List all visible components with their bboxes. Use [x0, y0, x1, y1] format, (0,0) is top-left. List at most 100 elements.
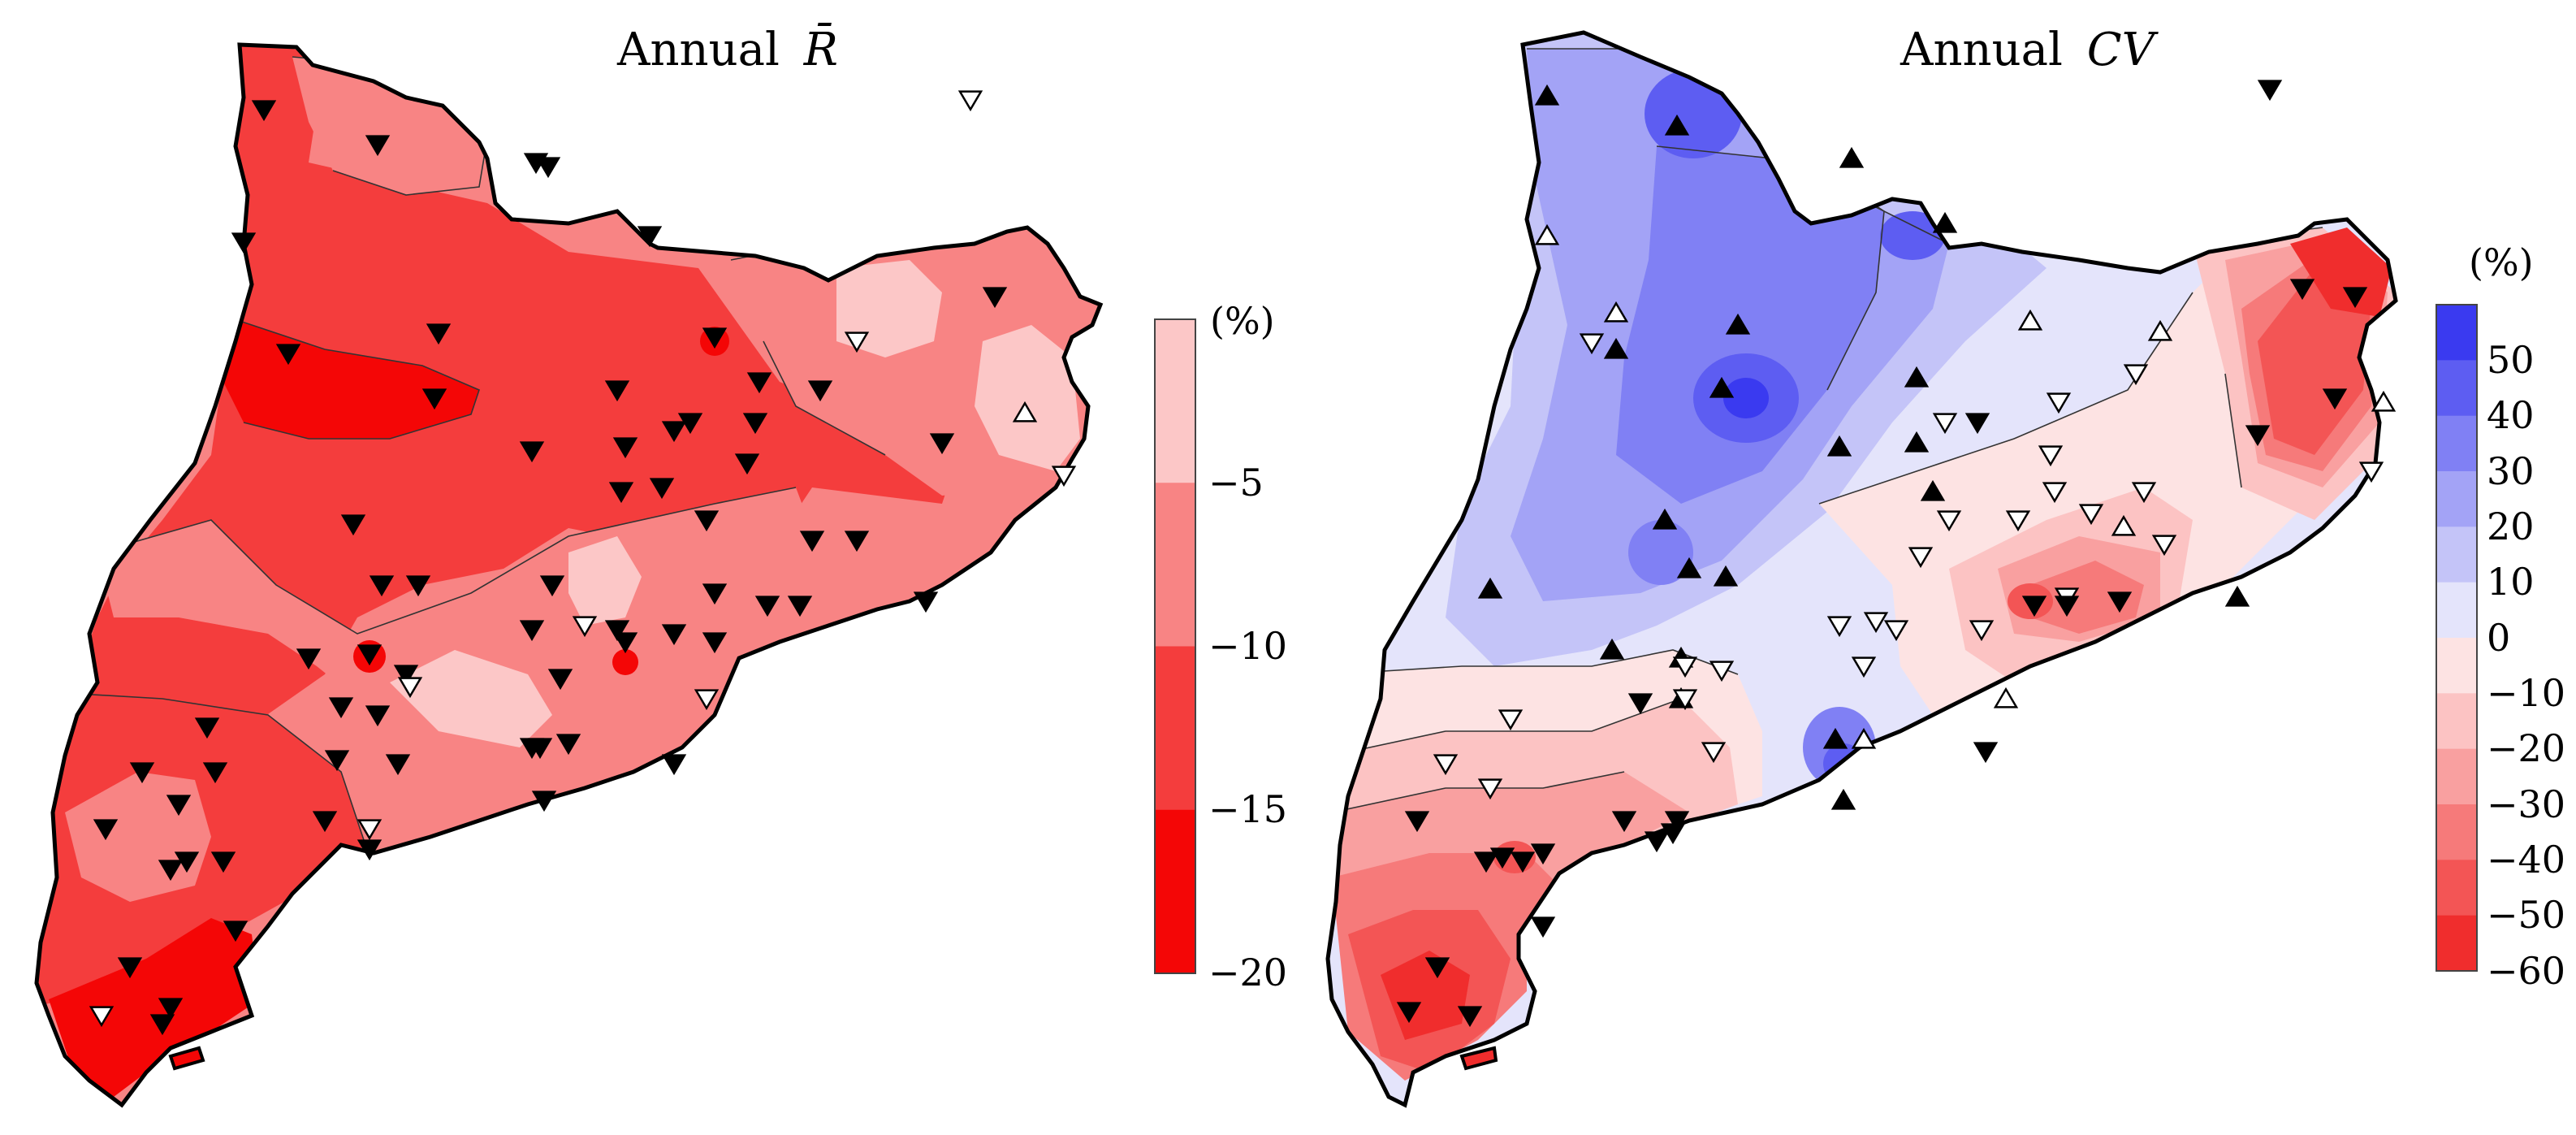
significant-decrease-marker-icon: [661, 754, 687, 776]
significant-decrease-marker-icon: [223, 921, 249, 942]
significant-increase-marker-icon: [1932, 211, 1958, 233]
nonsignificant-increase-marker-icon: [2017, 309, 2043, 331]
significant-decrease-marker-icon: [158, 860, 184, 882]
significant-decrease-marker-icon: [787, 596, 813, 617]
significant-decrease-marker-icon: [799, 531, 825, 552]
significant-decrease-marker-icon: [539, 575, 565, 597]
contour-zone: [1645, 69, 1742, 158]
nonsignificant-decrease-marker-icon: [2005, 510, 2031, 532]
significant-decrease-marker-icon: [421, 388, 447, 410]
nonsignificant-increase-marker-icon: [2147, 319, 2173, 341]
nonsignificant-decrease-marker-icon: [694, 689, 720, 711]
contour-zone: [1880, 211, 1945, 260]
significant-decrease-marker-icon: [93, 819, 119, 841]
nonsignificant-decrease-marker-icon: [89, 1006, 115, 1028]
significant-decrease-marker-icon: [531, 791, 557, 812]
nonsignificant-decrease-marker-icon: [957, 90, 983, 112]
nonsignificant-increase-marker-icon: [1012, 401, 1038, 422]
significant-decrease-marker-icon: [702, 632, 728, 654]
legend-color-swatch: [2436, 415, 2477, 472]
significant-decrease-marker-icon: [296, 648, 322, 670]
nonsignificant-increase-marker-icon: [1851, 727, 1877, 749]
significant-decrease-marker-icon: [1644, 831, 1670, 853]
nonsignificant-decrease-marker-icon: [1851, 656, 1877, 678]
legend-color-swatch: [2436, 526, 2477, 583]
significant-decrease-marker-icon: [194, 717, 220, 739]
map-annual-cv-title-symbol: CV: [2087, 24, 2159, 76]
significant-decrease-marker-icon: [1660, 823, 1686, 845]
legend-tick-label: 10: [2487, 560, 2535, 604]
significant-increase-marker-icon: [1534, 84, 1560, 106]
significant-decrease-marker-icon: [754, 596, 780, 617]
nonsignificant-decrease-marker-icon: [1863, 612, 1889, 634]
significant-decrease-marker-icon: [519, 620, 545, 642]
significant-decrease-marker-icon: [1964, 413, 1990, 435]
legend-color-swatch: [2436, 471, 2477, 527]
map-annual-r-title-prefix: Annual: [616, 24, 780, 76]
significant-decrease-marker-icon: [694, 510, 720, 532]
significant-decrease-marker-icon: [2342, 287, 2368, 309]
nonsignificant-decrease-marker-icon: [1701, 742, 1727, 764]
legend-tick-label: 30: [2487, 449, 2535, 493]
nonsignificant-decrease-marker-icon: [1051, 466, 1077, 487]
significant-decrease-marker-icon: [2021, 596, 2047, 617]
significant-decrease-marker-icon: [275, 344, 301, 366]
legend-color-swatch: [2436, 860, 2477, 916]
legend-color-swatch: [2436, 693, 2477, 750]
legend-tick-label: −20: [2487, 726, 2566, 770]
map-annual-cv-stations: [1396, 80, 2397, 1028]
nonsignificant-decrease-marker-icon: [397, 677, 423, 699]
nonsignificant-decrease-marker-icon: [2046, 392, 2072, 414]
contour-zone: [568, 536, 642, 626]
significant-decrease-marker-icon: [1404, 811, 1430, 833]
significant-decrease-marker-icon: [340, 514, 366, 536]
map-annual-r-coast: [34, 42, 1104, 1108]
significant-decrease-marker-icon: [369, 575, 395, 597]
legend-tick-label: −10: [1208, 624, 1288, 668]
significant-decrease-marker-icon: [1510, 851, 1536, 873]
significant-decrease-marker-icon: [1627, 693, 1653, 715]
significant-decrease-marker-icon: [2107, 591, 2133, 613]
significant-increase-marker-icon: [1826, 435, 1852, 457]
legend-color-swatch: [1155, 646, 1195, 811]
significant-decrease-marker-icon: [129, 762, 155, 784]
legend-tick-label: −15: [1208, 787, 1288, 831]
significant-decrease-marker-icon: [1973, 742, 1999, 764]
significant-decrease-marker-icon: [231, 232, 257, 254]
nonsignificant-decrease-marker-icon: [1932, 413, 1958, 435]
significant-increase-marker-icon: [1904, 366, 1930, 388]
legend-tick-label: −20: [1208, 951, 1288, 994]
significant-decrease-marker-icon: [661, 421, 687, 443]
significant-decrease-marker-icon: [519, 441, 545, 463]
map-annual-r-islet: [168, 1046, 205, 1071]
nonsignificant-decrease-marker-icon: [2042, 482, 2068, 504]
legend-color-swatch: [1155, 483, 1195, 647]
legend-color-swatch: [2436, 638, 2477, 694]
significant-decrease-marker-icon: [746, 372, 772, 394]
significant-decrease-marker-icon: [742, 413, 768, 435]
significant-decrease-marker-icon: [166, 795, 192, 817]
legend-tick-label: −5: [1208, 461, 1264, 505]
significant-decrease-marker-icon: [1473, 851, 1499, 873]
significant-decrease-marker-icon: [1424, 957, 1450, 979]
legend-tick-label: 50: [2487, 338, 2535, 382]
significant-decrease-marker-icon: [1611, 811, 1637, 833]
significant-increase-marker-icon: [1599, 638, 1625, 660]
significant-decrease-marker-icon: [523, 153, 549, 175]
significant-decrease-marker-icon: [1530, 916, 1556, 938]
significant-decrease-marker-icon: [2322, 388, 2348, 410]
legend-tick-label: −60: [2487, 949, 2566, 993]
nonsignificant-decrease-marker-icon: [844, 331, 870, 353]
nonsignificant-decrease-marker-icon: [2151, 535, 2177, 557]
significant-increase-marker-icon: [1839, 146, 1865, 168]
legend-color-swatch: [2436, 360, 2477, 417]
significant-decrease-marker-icon: [312, 811, 338, 833]
significant-decrease-marker-icon: [608, 482, 634, 504]
significant-decrease-marker-icon: [357, 644, 383, 666]
significant-decrease-marker-icon: [547, 669, 573, 691]
significant-increase-marker-icon: [1664, 114, 1690, 136]
significant-decrease-marker-icon: [649, 478, 675, 500]
nonsignificant-decrease-marker-icon: [2038, 445, 2064, 467]
significant-increase-marker-icon: [1652, 508, 1678, 530]
nonsignificant-decrease-marker-icon: [2123, 364, 2149, 386]
